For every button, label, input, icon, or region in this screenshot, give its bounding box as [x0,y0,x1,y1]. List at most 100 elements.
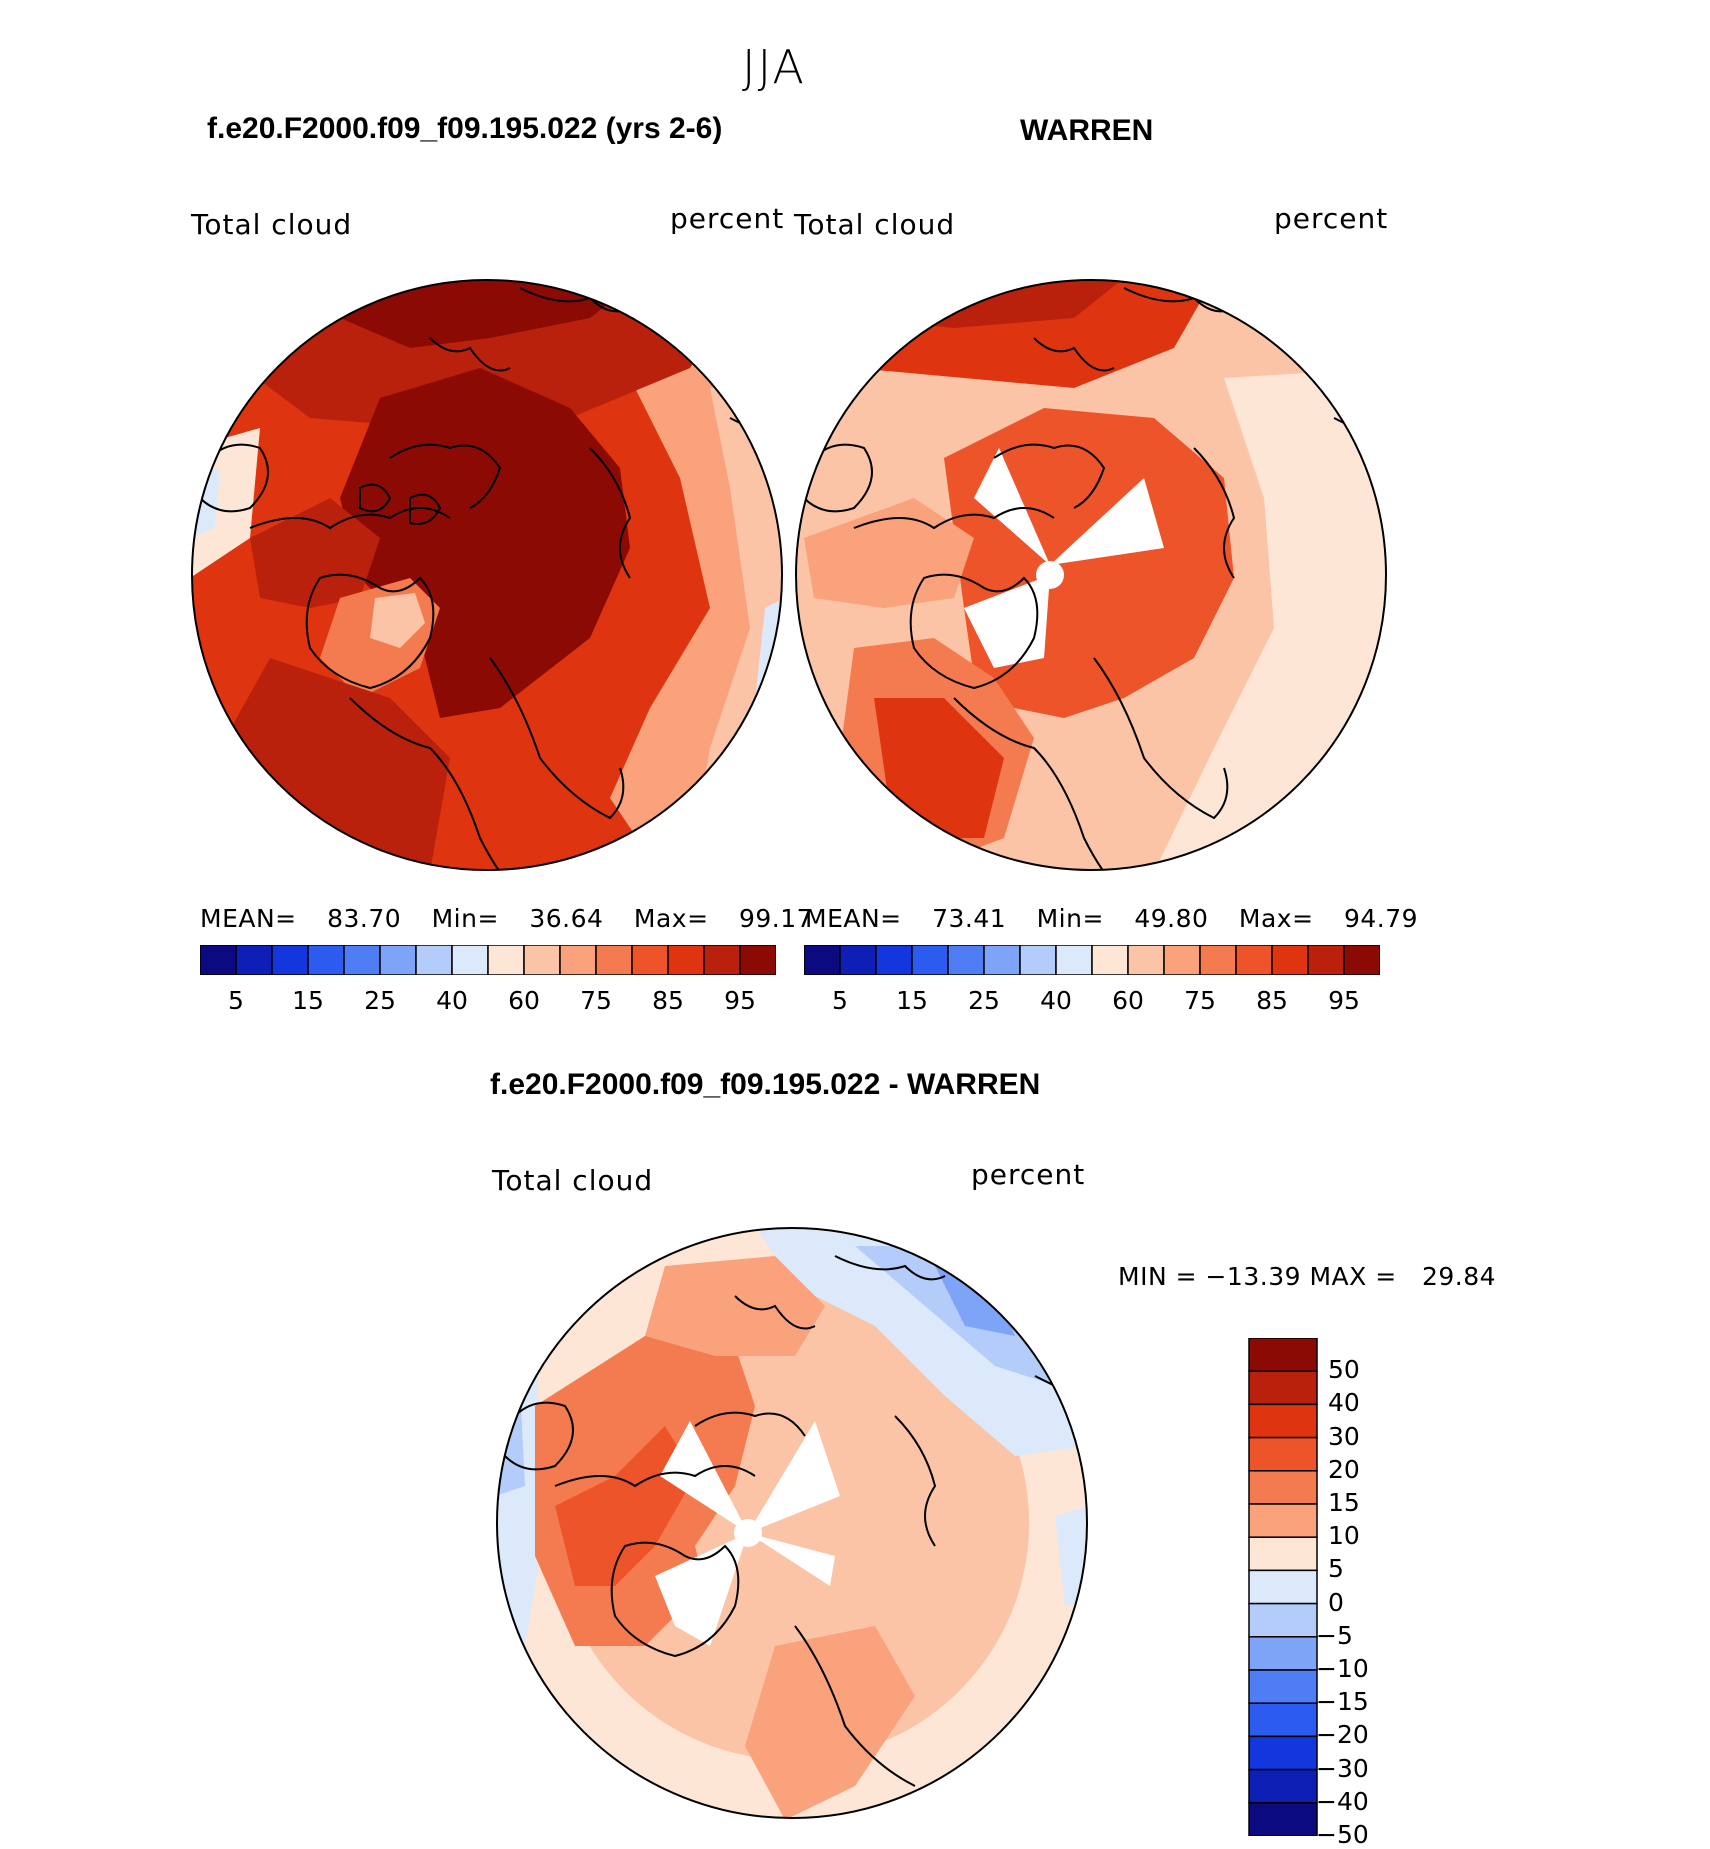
season-title: JJA [742,40,806,94]
diff-colorbar-box [1248,1403,1318,1439]
panel2-max-label: Max= [1238,904,1314,933]
panel1-min-label: Min= [431,904,499,933]
panel1-mean-label: MEAN= [200,904,297,933]
diff-colorbar-box [1248,1768,1318,1804]
diff-colorbar-tick-label: −30 [1316,1753,1369,1783]
panel2-colorbar-box [1055,945,1093,975]
panel2-colorbar [804,945,1380,975]
panel2-max-value: 94.79 [1344,904,1419,933]
panel2-polar-map [795,279,1387,871]
diff-colorbar-tick-label: 20 [1328,1454,1360,1484]
diff-colorbar-tick-label: −50 [1316,1820,1369,1849]
panel1-colorbar-box [343,945,381,975]
map2-field-red-south [874,698,1004,838]
diff-min-max: MIN = −13.39 MAX = 29.84 [1118,1262,1497,1291]
panel1-colorbar-box [667,945,705,975]
panel1-colorbar-box [631,945,669,975]
diff-colorbar-tick-label: −15 [1316,1687,1369,1717]
map1-field-dark-west [250,498,380,608]
panel2-colorbar-box [983,945,1021,975]
diff-colorbar [1248,1338,1318,1836]
panel1-case-title: f.e20.F2000.f09_f09.195.022 (yrs 2-6) [207,112,723,145]
panel2-colorbar-box [1091,945,1129,975]
panel2-colorbar-box [947,945,985,975]
panel1-colorbar-box [703,945,741,975]
panel2-min-label: Min= [1036,904,1104,933]
panel2-colorbar-tick-label: 40 [1040,986,1072,1015]
panel2-colorbar-tick-label: 15 [896,986,928,1015]
panel1-colorbar-box [595,945,633,975]
diff-colorbar-tick-label: 40 [1328,1388,1360,1418]
diff-colorbar-box [1248,1802,1318,1836]
panel2-mean-value: 73.41 [932,904,1007,933]
panel1-max-value: 99.17 [739,904,814,933]
map2-missing-wedge-3 [964,575,1050,668]
diff-field-blue-ne-3 [935,1266,1015,1336]
panel2-units-label: percent [1274,202,1389,235]
panel1-colorbar-tick-label: 85 [652,986,684,1015]
panel1-colorbar-box [307,945,345,975]
diff-title: f.e20.F2000.f09_f09.195.022 - WARREN [490,1068,1041,1101]
panel2-colorbar-tick-label: 5 [832,986,848,1015]
panel1-mean-value: 83.70 [327,904,402,933]
panel1-colorbar-box [451,945,489,975]
diff-colorbar-tick-label: −40 [1316,1786,1369,1816]
map1-field-darkest-north [330,280,640,348]
diff-colorbar-box [1248,1536,1318,1572]
diff-missing-wedge-4 [655,1533,748,1646]
map2-missing-wedge-1 [974,448,1050,565]
panel2-case-title: WARREN [1020,114,1154,147]
diff-colorbar-box [1248,1702,1318,1738]
panel1-colorbar-box [739,945,776,975]
panel1-colorbar-box [271,945,309,975]
map1-outline [191,279,783,871]
diff-colorbar-box [1248,1338,1318,1372]
diff-field-orange-south [745,1626,915,1818]
diff-colorbar-box [1248,1602,1318,1638]
panel1-colorbar-box [415,945,453,975]
diff-missing-pole [734,1519,762,1547]
panel1-colorbar-box [235,945,273,975]
panel2-colorbar-tick-label: 95 [1328,986,1360,1015]
diff-colorbar-box [1248,1735,1318,1771]
diff-colorbar-tick-label: 30 [1328,1421,1360,1451]
diff-colorbar-labels: 50 40 30 20 15 10 5 0 −5 −10 −15 −20 −30 −40 −50 [1316,1338,1418,1849]
diff-colorbar-box [1248,1636,1318,1671]
panel1-colorbar-tick-label: 15 [292,986,324,1015]
panel2-colorbar-tick-label: 60 [1112,986,1144,1015]
panel2-colorbar-box [1343,945,1380,975]
panel1-colorbar [200,945,776,975]
panel1-colorbar-tick-label: 75 [580,986,612,1015]
panel1-colorbar-box [523,945,561,975]
panel1-colorbar-box [487,945,525,975]
panel2-colorbar-box [1271,945,1309,975]
diff-colorbar-tick-label: 5 [1328,1554,1344,1584]
diff-colorbar-tick-label: 0 [1328,1587,1344,1617]
panel1-max-label: Max= [633,904,709,933]
panel2-colorbar-box [911,945,949,975]
panel2-colorbar-tick-label: 25 [968,986,1000,1015]
panel2-colorbar-box [1199,945,1237,975]
diff-colorbar-tick-label: −5 [1316,1620,1353,1650]
panel1-polar-map [191,279,783,871]
diff-polar-map [496,1227,1088,1819]
map2-missing-wedge-2 [1050,478,1164,565]
diff-missing-wedge-2 [748,1421,840,1533]
diff-colorbar-box [1248,1470,1318,1505]
panel1-colorbar-box [559,945,597,975]
panel2-colorbar-box [1307,945,1345,975]
panel1-colorbar-tick-label: 60 [508,986,540,1015]
panel1-colorbar-box [200,945,237,975]
panel2-min-value: 49.80 [1134,904,1209,933]
panel2-colorbar-tick-label: 75 [1184,986,1216,1015]
diff-missing-wedge-3 [748,1533,835,1586]
diff-units-label: percent [971,1158,1086,1191]
diff-field-red-west [555,1426,695,1586]
panel2-colorbar-labels: 5 15 25 40 60 75 85 95 [804,986,1380,1018]
panel2-colorbar-box [875,945,913,975]
panel2-colorbar-box [804,945,841,975]
diff-colorbar-box [1248,1669,1318,1704]
panel1-stats: MEAN= 83.70 Min= 36.64 Max= 99.17 [200,904,813,933]
map1-coastlines [199,287,771,870]
diff-colorbar-tick-label: −10 [1316,1654,1369,1683]
